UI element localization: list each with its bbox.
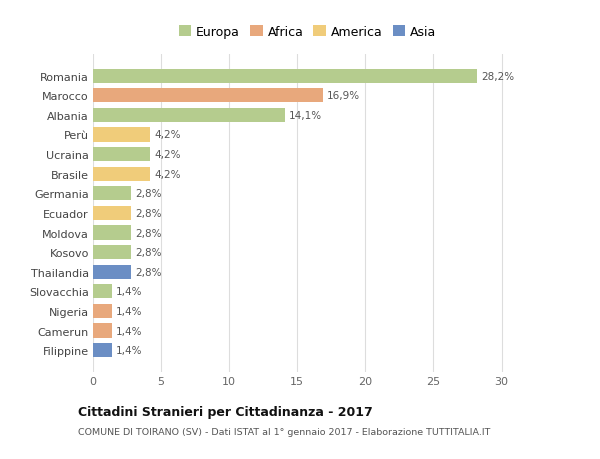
Bar — [93, 285, 112, 299]
Text: 2,8%: 2,8% — [135, 267, 162, 277]
Text: 28,2%: 28,2% — [481, 72, 514, 82]
Bar — [93, 89, 323, 103]
Text: 4,2%: 4,2% — [154, 130, 181, 140]
Text: 1,4%: 1,4% — [116, 306, 143, 316]
Bar — [93, 343, 112, 358]
Bar — [93, 187, 131, 201]
Text: 1,4%: 1,4% — [116, 345, 143, 355]
Bar — [93, 324, 112, 338]
Text: Cittadini Stranieri per Cittadinanza - 2017: Cittadini Stranieri per Cittadinanza - 2… — [78, 405, 373, 419]
Bar — [93, 207, 131, 220]
Bar — [93, 69, 477, 84]
Text: 4,2%: 4,2% — [154, 150, 181, 160]
Text: 2,8%: 2,8% — [135, 247, 162, 257]
Text: 16,9%: 16,9% — [327, 91, 361, 101]
Bar — [93, 128, 150, 142]
Bar — [93, 246, 131, 260]
Bar — [93, 304, 112, 318]
Bar — [93, 109, 285, 123]
Bar — [93, 226, 131, 240]
Text: 2,8%: 2,8% — [135, 208, 162, 218]
Bar — [93, 148, 150, 162]
Legend: Europa, Africa, America, Asia: Europa, Africa, America, Asia — [176, 23, 439, 41]
Bar — [93, 167, 150, 181]
Text: 4,2%: 4,2% — [154, 169, 181, 179]
Text: 14,1%: 14,1% — [289, 111, 322, 121]
Text: COMUNE DI TOIRANO (SV) - Dati ISTAT al 1° gennaio 2017 - Elaborazione TUTTITALIA: COMUNE DI TOIRANO (SV) - Dati ISTAT al 1… — [78, 427, 490, 436]
Text: 1,4%: 1,4% — [116, 287, 143, 297]
Text: 2,8%: 2,8% — [135, 189, 162, 199]
Text: 2,8%: 2,8% — [135, 228, 162, 238]
Bar — [93, 265, 131, 279]
Text: 1,4%: 1,4% — [116, 326, 143, 336]
